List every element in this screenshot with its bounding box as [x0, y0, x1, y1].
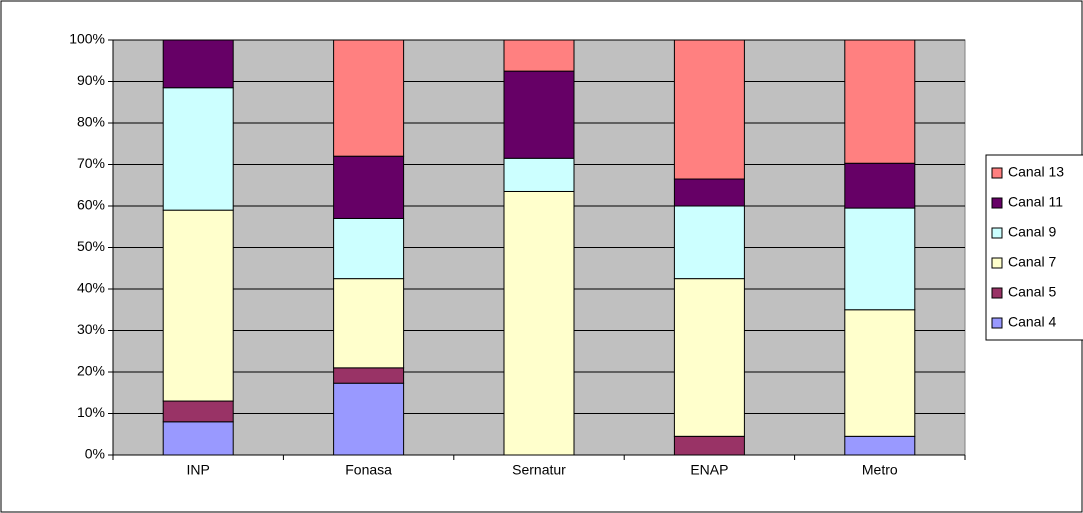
bar-segment [333, 382, 405, 456]
x-tick-label: INP [187, 462, 210, 478]
x-tick-label: Metro [862, 462, 898, 478]
bar-segment [162, 87, 234, 211]
y-tick-label: 90% [77, 72, 105, 88]
y-tick-label: 20% [77, 363, 105, 379]
bar-segment [333, 155, 405, 219]
bar-segment [844, 162, 916, 209]
legend-label: Canal 13 [1008, 164, 1064, 180]
y-tick-label: 30% [77, 321, 105, 337]
bar-segment [673, 39, 745, 180]
bar-segment [162, 421, 234, 456]
legend-swatch [991, 197, 1003, 209]
bar-segment [162, 39, 234, 89]
x-tick-label: ENAP [690, 462, 728, 478]
y-tick-label: 80% [77, 114, 105, 130]
bar-segment [162, 400, 234, 423]
legend-label: Canal 4 [1008, 314, 1056, 330]
x-tick-label: Sernatur [512, 462, 566, 478]
y-tick-label: 60% [77, 197, 105, 213]
x-tick-label: Fonasa [345, 462, 392, 478]
bar-segment [162, 209, 234, 402]
bar-segment [844, 207, 916, 311]
legend-box [985, 154, 1083, 341]
legend-label: Canal 7 [1008, 254, 1056, 270]
bar-segment [333, 39, 405, 157]
legend-swatch [991, 257, 1003, 269]
legend-swatch [991, 317, 1003, 329]
bar-segment [673, 435, 745, 456]
bar-segment [844, 435, 916, 456]
bar-segment [844, 39, 916, 164]
legend-swatch [991, 167, 1003, 179]
legend-swatch [991, 227, 1003, 239]
bar-segment [503, 70, 575, 159]
bar-segment [673, 278, 745, 437]
legend-label: Canal 11 [1008, 194, 1063, 210]
bar-segment [333, 217, 405, 280]
bar-segment [673, 178, 745, 207]
y-tick-label: 0% [85, 446, 105, 462]
bar-segment [503, 190, 575, 456]
bar-segment [673, 205, 745, 280]
bar-segment [503, 157, 575, 192]
y-tick-label: 50% [77, 238, 105, 254]
bar-segment [333, 367, 405, 384]
y-tick-label: 10% [77, 404, 105, 420]
y-tick-label: 70% [77, 155, 105, 171]
bar-segment [503, 39, 575, 72]
legend-label: Canal 5 [1008, 284, 1056, 300]
bar-segment [333, 278, 405, 369]
legend-label: Canal 9 [1008, 224, 1056, 240]
bar-segment [844, 309, 916, 437]
legend-swatch [991, 287, 1003, 299]
y-tick-label: 40% [77, 280, 105, 296]
y-tick-label: 100% [69, 31, 105, 47]
